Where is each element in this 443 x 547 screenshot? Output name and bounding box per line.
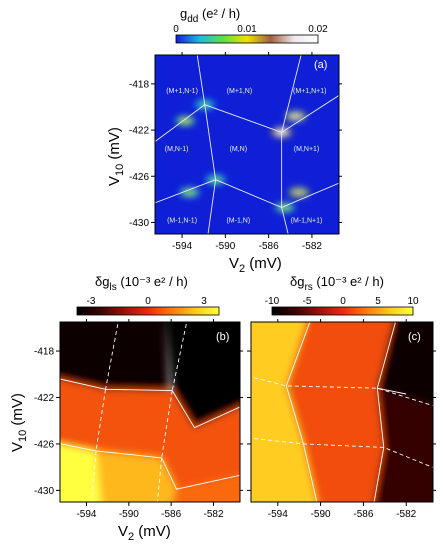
colorbar-b — [76, 306, 220, 316]
region-label: (M-1,N+1) — [291, 217, 323, 224]
heatmap-c — [251, 322, 433, 502]
boundary-c-dashed-lower — [251, 437, 433, 468]
panel-c: δgrs (10⁻³ e² / h) -10 -5 0 5 10 (c) -59… — [247, 274, 436, 520]
region-c-middle — [286, 322, 393, 502]
plot-b-ytick-label: -422 — [34, 393, 54, 404]
plot-a-ytick-label: -418 — [129, 79, 149, 90]
colorbar-c — [271, 306, 414, 316]
boundary-a-center-left — [204, 104, 289, 234]
region-label: (M+1,N) — [227, 88, 252, 95]
colorbar-a-tick-2: 0.02 — [308, 24, 328, 35]
panel-a-label: (a) — [314, 59, 327, 71]
panel-b: δgls (10⁻³ e² / h) -3 0 3 (b) -594 -590 -5… — [9, 274, 243, 543]
boundary-a-top-middle — [204, 104, 282, 133]
colorbar-c-title: δgrs (10⁻³ e² / h) — [290, 274, 384, 293]
region-c-right-top — [377, 322, 433, 406]
peak-core — [180, 117, 191, 124]
colorbar-b-tick-0: -3 — [87, 296, 96, 307]
region-label: (M,N) — [230, 146, 248, 153]
region-label: (M+1,N+1) — [293, 88, 326, 95]
peak-core — [184, 189, 195, 196]
colorbar-b-tick-1: 0 — [145, 296, 151, 307]
boundary-c-solid-right — [377, 387, 407, 395]
heatmap-a-background — [155, 55, 339, 234]
colorbar-a-tick-1: 0.01 — [237, 24, 257, 35]
colorbar-a-tick-0: 0 — [173, 24, 179, 35]
heatmap-b — [60, 322, 240, 502]
region-label: (M+1,N-1) — [166, 88, 198, 95]
region-c-left — [251, 322, 317, 502]
plot-b-frame — [59, 321, 241, 503]
plot-a-ytick-label: -422 — [129, 126, 149, 137]
plot-b-ytick-label: -418 — [34, 347, 54, 358]
boundary-a-lower-left — [155, 179, 216, 204]
plot-a-frame — [154, 54, 340, 235]
colorbar-c-tick-4: 10 — [407, 296, 419, 307]
boundary-a-right — [281, 95, 339, 133]
boundary-a-top-right — [281, 55, 302, 133]
region-b-bottom-right — [172, 475, 240, 502]
region-b-middle — [60, 378, 240, 490]
region-b-top-right — [166, 322, 240, 428]
boundary-b-dashed-1 — [105, 322, 119, 390]
plot-b-xtick-label: -582 — [204, 509, 224, 520]
colorbar-b-title: δgls (10⁻³ e² / h) — [95, 274, 188, 293]
plot-c-xtick-label: -590 — [311, 509, 331, 520]
plot-a-xtick-label: -590 — [215, 241, 235, 252]
heatmap-a: (M+1,N-1) (M+1,N) (M+1,N+1) (M,N-1) (M,N) (M,… — [155, 55, 339, 234]
panel-b-label: (b) — [216, 331, 229, 343]
boundary-b-dashed-2 — [95, 389, 106, 451]
plot-b-ytick-label: -426 — [34, 439, 54, 450]
plot-b-xtick-label: -586 — [161, 509, 181, 520]
colorbar-a-title: gdd (e² / h) — [180, 6, 240, 25]
plot-c-xtick-label: -594 — [268, 509, 288, 520]
ylabel-b: V10 (mV) — [9, 393, 29, 452]
boundary-b-dashed-3 — [161, 390, 173, 458]
plot-b-xtick-label: -590 — [119, 509, 139, 520]
panel-c-label: (c) — [408, 331, 421, 343]
plot-b-ytick-label: -430 — [34, 486, 54, 497]
region-c-right — [374, 388, 433, 502]
xlabel-b: V2 (mV) — [118, 523, 171, 543]
plot-a-xtick-label: -594 — [172, 241, 192, 252]
plot-b-xtick-label: -594 — [76, 509, 96, 520]
colorbar-c-tick-2: 0 — [340, 296, 346, 307]
ylabel-a: V10 (mV) — [106, 127, 126, 186]
boundary-b-dashed-6 — [157, 457, 163, 502]
region-label: (M-1,N-1) — [167, 217, 197, 224]
region-label: (M-1,N) — [226, 217, 250, 224]
colorbar-c-tick-3: 5 — [375, 296, 381, 307]
colorbar-c-tick-0: -10 — [265, 296, 280, 307]
colorbar-c-tick-1: -5 — [303, 296, 312, 307]
panel-a: gdd (e² / h) 0 0.01 0.02 (M+1,N-1) (M+1,N… — [106, 6, 342, 275]
peak-core — [293, 189, 304, 196]
region-label: (M,N-1) — [165, 146, 189, 153]
colorbar-a — [175, 34, 319, 44]
plot-a-xtick-label: -586 — [259, 241, 279, 252]
region-b-top — [60, 322, 170, 391]
region-b-bottom — [96, 450, 177, 502]
boundary-a-lower-right — [281, 182, 339, 208]
region-label: (M,N+1) — [294, 146, 319, 153]
boundary-b-dashed-5 — [91, 450, 97, 502]
colorbar-b-tick-2: 3 — [201, 296, 207, 307]
plot-a-ytick-label: -426 — [129, 172, 149, 183]
boundary-c-dashed-upper — [251, 376, 433, 407]
region-b-bottom-left — [60, 443, 102, 502]
plot-a-ytick-label: -430 — [129, 218, 149, 229]
plot-a-xtick-label: -582 — [302, 241, 322, 252]
xlabel-a: V2 (mV) — [229, 255, 282, 275]
boundary-a-bottom-left — [207, 179, 217, 234]
plot-c-xtick-label: -582 — [396, 509, 416, 520]
plot-c-xtick-label: -586 — [353, 509, 373, 520]
peak-core — [290, 113, 301, 120]
plot-c-frame — [250, 321, 434, 503]
